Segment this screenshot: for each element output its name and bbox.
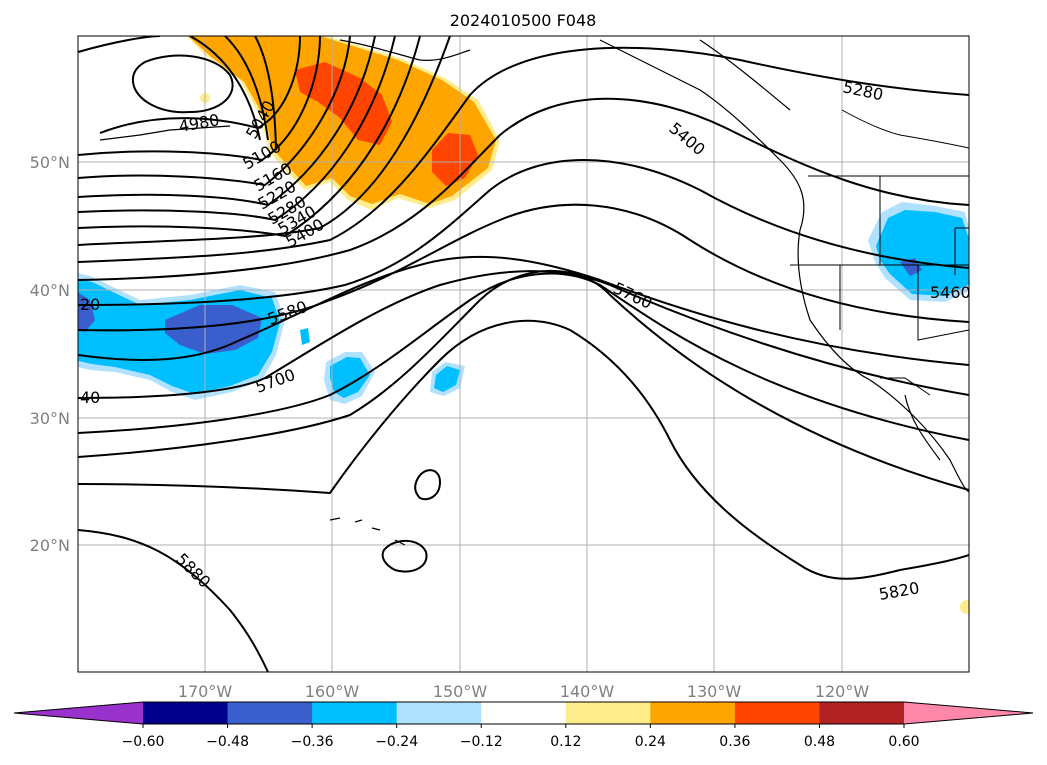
colorbar-tick-label: 0.12: [550, 734, 581, 750]
colorbar-extend-low: [14, 702, 143, 724]
latitude-labels: 50°N 40°N 30°N 20°N: [30, 153, 70, 555]
colorbar-tick-label: −0.60: [122, 734, 165, 750]
colorbar-segment: [481, 702, 567, 724]
colorbar-segment: [143, 702, 229, 724]
coastlines: [99, 39, 969, 546]
lat-label: 20°N: [30, 536, 70, 555]
colorbar-segment: [565, 702, 651, 724]
lat-lon-gridlines: [78, 36, 969, 672]
height-contours: [78, 36, 969, 672]
lat-label: 40°N: [30, 281, 70, 300]
lon-label: 160°W: [305, 682, 360, 701]
colorbar-tick-label: 0.24: [635, 734, 666, 750]
royal-blue-shading: [78, 292, 95, 332]
lat-label: 50°N: [30, 153, 70, 172]
contour-label: 5460: [930, 283, 971, 302]
colorbar-tick-label: −0.12: [460, 734, 503, 750]
map-frame: [77, 35, 970, 673]
colorbar-tick-label: 0.60: [888, 734, 919, 750]
lon-label: 140°W: [560, 682, 615, 701]
red-orange-shading: [295, 62, 392, 145]
colorbar-tick-label: 0.36: [719, 734, 750, 750]
lon-label: 170°W: [178, 682, 233, 701]
colorbar-segment: [650, 702, 736, 724]
colorbar-segment: [227, 702, 313, 724]
lon-label: 130°W: [687, 682, 742, 701]
colorbar-extend-high: [904, 702, 1033, 724]
negative-anomaly-region: [78, 202, 969, 404]
lat-label: 30°N: [30, 409, 70, 428]
lon-label: 120°W: [815, 682, 870, 701]
contour-label: 40: [80, 388, 100, 407]
colorbar: −0.60 −0.48 −0.36 −0.24 −0.12 0.12 0.24 0.36 0.4…: [13, 701, 1034, 750]
colorbar-segment: [312, 702, 398, 724]
colorbar-segment: [819, 702, 905, 724]
map-panel: 4980 5040 5100 5160 5220 5280 5340 5400 …: [78, 36, 971, 672]
colorbar-tick-label: 0.48: [804, 734, 835, 750]
contour-label: 20: [80, 295, 100, 314]
lon-label: 150°W: [433, 682, 488, 701]
colorbar-tick-label: −0.36: [291, 734, 334, 750]
colorbar-tick-label: −0.24: [375, 734, 418, 750]
longitude-labels: 170°W 160°W 150°W 140°W 130°W 120°W: [178, 682, 870, 701]
figure-title: 2024010500 F048: [450, 11, 597, 30]
colorbar-segment: [396, 702, 482, 724]
colorbar-segment: [734, 702, 820, 724]
colorbar-tick-label: −0.48: [206, 734, 249, 750]
